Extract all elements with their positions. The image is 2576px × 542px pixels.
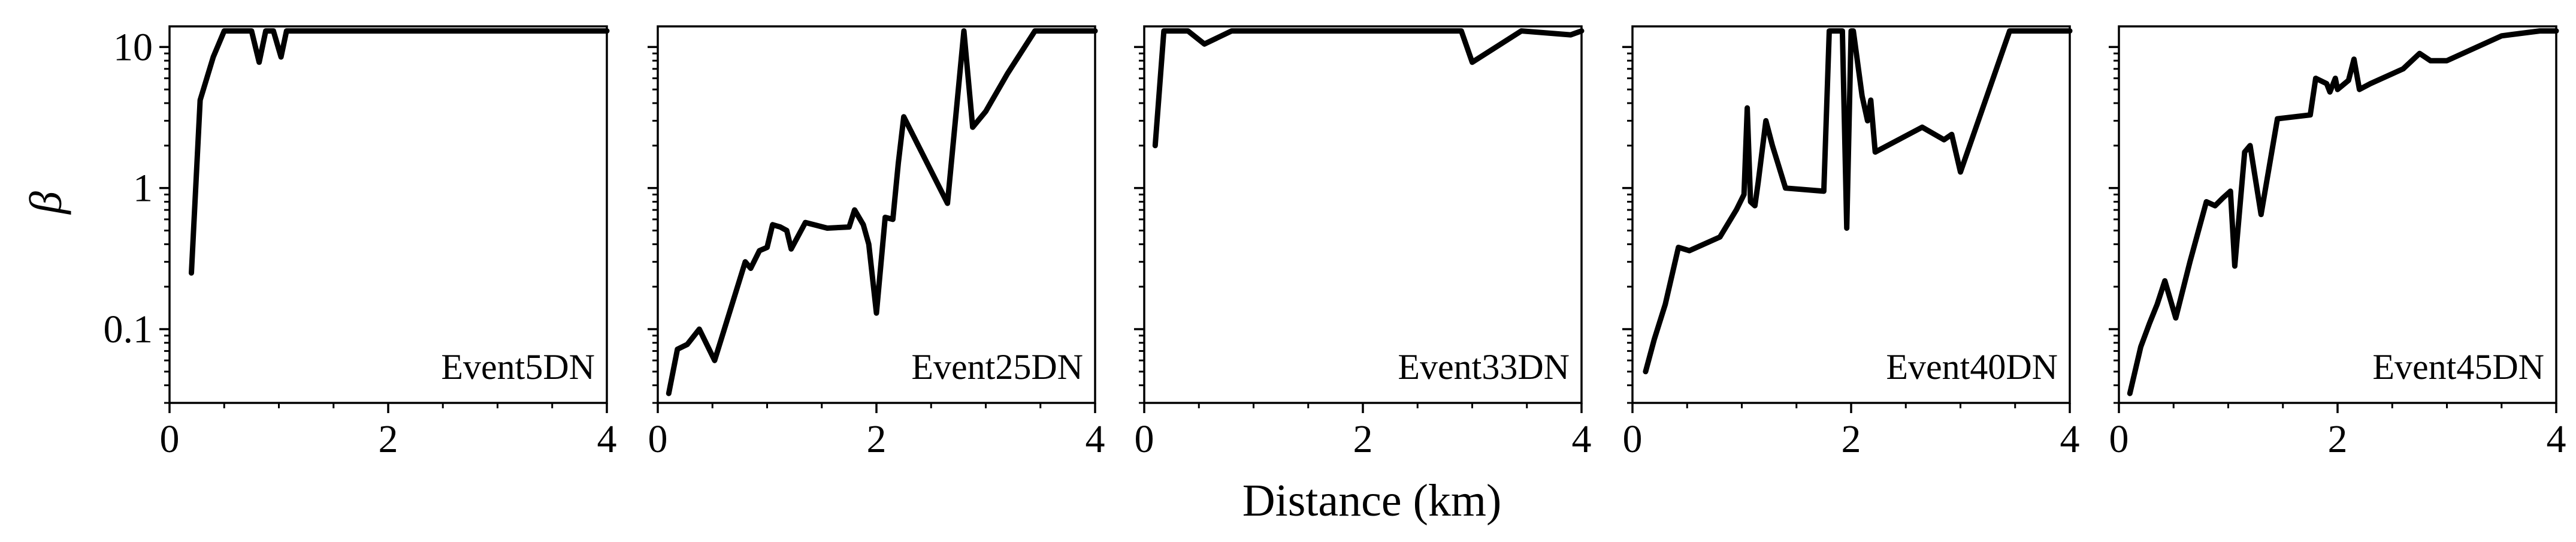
x-tick-label: 0 [160,417,180,461]
x-tick-label: 0 [648,417,668,461]
panel-label: Event33DN [1398,347,1570,387]
x-tick-label: 2 [1842,417,1861,461]
panel-label: Event25DN [911,347,1083,387]
x-tick-label: 2 [379,417,398,461]
x-tick-label: 2 [2328,417,2348,461]
x-tick-label: 4 [2060,417,2080,461]
y-tick-label: 1 [133,167,153,210]
series-line-1 [666,28,1098,396]
plot-frame [657,25,1096,404]
series-line-1 [1152,28,1585,149]
plot-frame [2118,25,2557,404]
panel-label: Event40DN [1886,347,2058,387]
x-tick-label: 0 [1135,417,1154,461]
x-tick-label: 4 [2547,417,2566,461]
x-tick-label: 4 [1086,417,1105,461]
x-tick-label: 4 [597,417,617,461]
plot-frame [1631,25,2071,404]
x-tick-label: 0 [1623,417,1643,461]
series-line-1 [1643,28,2073,375]
panel-label: Event45DN [2372,347,2544,387]
series-line-1 [2127,28,2559,396]
x-tick-label: 2 [1353,417,1373,461]
x-tick-label: 2 [867,417,887,461]
x-tick-label: 4 [1572,417,1592,461]
y-tick-label: 10 [113,25,153,69]
series-line-1 [189,28,610,276]
x-tick-label: 0 [2109,417,2129,461]
panel-label: Event5DN [441,347,595,387]
x-axis-label: Distance (km) [1242,475,1502,526]
plot-frame [1143,25,1583,404]
y-tick-label: 0.1 [104,308,153,351]
y-axis-label: β [21,191,71,215]
plot-frame [168,25,608,404]
